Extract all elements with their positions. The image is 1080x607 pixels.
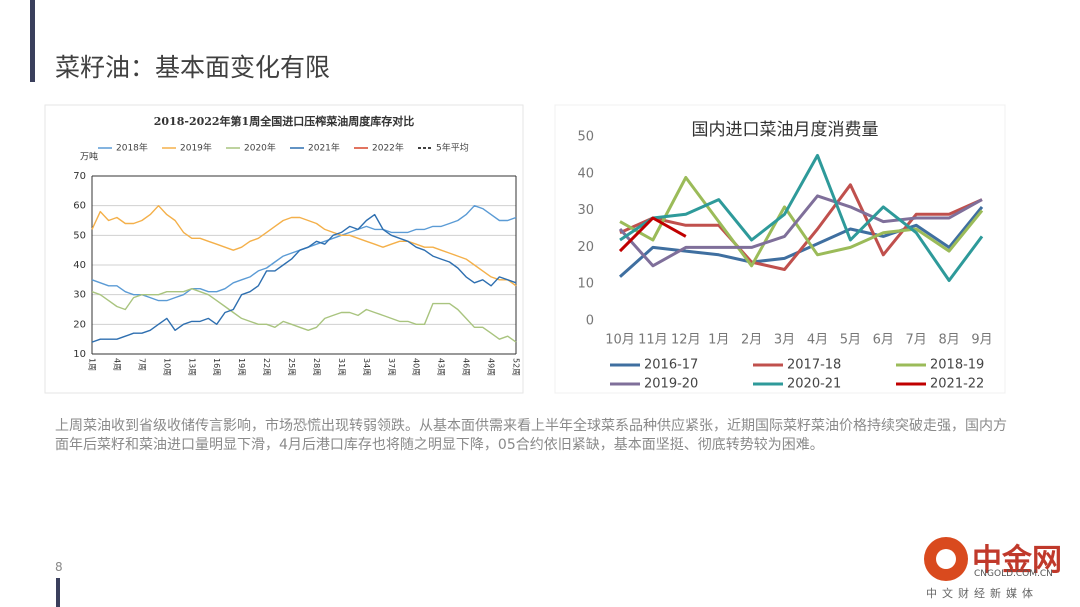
accent-bar	[30, 0, 35, 82]
y-axis-label: 万吨	[80, 151, 98, 163]
watermark-slogan: 中文财经新媒体	[926, 587, 1038, 600]
y-tick-label: 0	[586, 314, 594, 329]
x-tick-label: 25周	[287, 358, 296, 376]
accent-bar	[56, 578, 60, 607]
series-line	[619, 153, 984, 282]
legend-label: 2016-17	[644, 358, 698, 373]
page-number: 8	[55, 560, 63, 574]
watermark-url: CNGOLD.COM.CN	[974, 569, 1053, 579]
x-tick-label: 11月	[638, 333, 668, 348]
x-tick-label: 52周	[512, 358, 521, 376]
x-tick-label: 10月	[605, 333, 635, 348]
x-tick-label: 2月	[741, 333, 762, 348]
series-line	[91, 213, 517, 343]
x-tick-label: 7周	[137, 358, 146, 371]
slide-title: 菜籽油：基本面变化有限	[55, 53, 331, 82]
legend-label: 2021-22	[930, 377, 984, 392]
x-tick-label: 37周	[387, 358, 396, 376]
legend-label: 2020-21	[787, 377, 841, 392]
legend-label: 2021年	[308, 142, 340, 154]
legend-label: 2020年	[244, 142, 276, 154]
series-line	[618, 216, 687, 253]
series-line	[618, 194, 983, 268]
x-tick-label: 4月	[807, 333, 828, 348]
x-tick-label: 28周	[312, 358, 321, 376]
x-tick-label: 6月	[873, 333, 894, 348]
x-tick-label: 8月	[938, 333, 959, 348]
y-tick-label: 30	[577, 203, 594, 218]
y-tick-label: 20	[577, 240, 594, 255]
legend-label: 2017-18	[787, 358, 841, 373]
chart-title: 国内进口菜油月度消费量	[692, 120, 879, 140]
y-tick-label: 10	[577, 277, 594, 292]
x-tick-label: 1月	[708, 333, 729, 348]
legend-label: 5年平均	[436, 142, 469, 154]
chart-frame	[554, 104, 1006, 394]
y-tick-label: 70	[73, 171, 86, 182]
y-tick-label: 50	[577, 130, 594, 145]
y-tick-label: 40	[73, 260, 86, 271]
legend-label: 2018年	[116, 142, 148, 154]
y-tick-label: 10	[73, 349, 86, 360]
legend-label: 2019-20	[644, 377, 698, 392]
watermark-name: 中金网	[972, 543, 1062, 578]
body-text: 上周菜油收到省级收储传言影响，市场恐慌出现转弱领跌。从基本面供需来看上半年全球菜…	[55, 418, 1007, 453]
watermark: 中金网 CNGOLD.COM.CN 中文财经新媒体	[922, 535, 1072, 601]
x-tick-label: 1周	[88, 358, 97, 371]
x-tick-label: 22周	[262, 358, 271, 376]
x-tick-label: 46周	[462, 358, 471, 376]
legend-label: 2018-19	[930, 358, 984, 373]
x-tick-label: 9月	[971, 333, 992, 348]
series-line	[619, 183, 983, 271]
x-tick-label: 16周	[212, 358, 221, 376]
y-tick-label: 20	[73, 319, 86, 330]
series-line	[91, 205, 517, 287]
series-line	[619, 176, 984, 268]
x-tick-label: 13周	[187, 358, 196, 376]
legend-label: 2022年	[372, 142, 404, 154]
x-tick-label: 19周	[237, 358, 246, 376]
chart-frame	[44, 104, 524, 394]
y-tick-label: 40	[577, 166, 594, 181]
x-tick-label: 49周	[487, 358, 496, 376]
x-tick-label: 3月	[774, 333, 795, 348]
x-tick-label: 5月	[840, 333, 861, 348]
y-tick-label: 60	[73, 201, 86, 212]
watermark-logo	[924, 537, 968, 581]
x-tick-label: 10周	[162, 358, 171, 376]
x-tick-label: 34周	[362, 358, 371, 376]
chart-title: 2018-2022年第1周全国进口压榨菜油周度库存对比	[154, 114, 414, 128]
series-line	[91, 288, 517, 343]
y-tick-label: 30	[73, 290, 86, 301]
x-tick-label: 31周	[337, 358, 346, 376]
x-tick-label: 4周	[112, 358, 121, 371]
x-tick-label: 43周	[437, 358, 446, 376]
x-tick-label: 40周	[412, 358, 421, 376]
y-tick-label: 50	[73, 230, 86, 241]
x-tick-label: 7月	[906, 333, 927, 348]
legend-label: 2019年	[180, 142, 212, 154]
x-tick-label: 12月	[671, 333, 701, 348]
